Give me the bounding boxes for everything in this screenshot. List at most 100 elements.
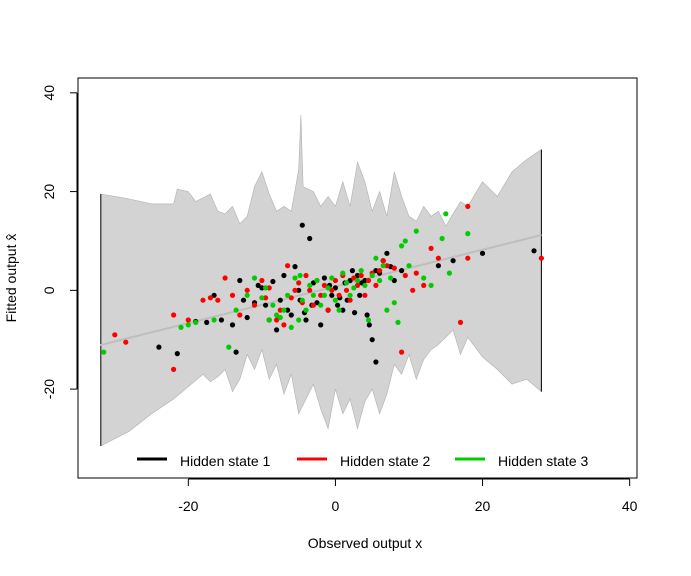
data-point-state-2 xyxy=(377,268,383,274)
data-point-state-2 xyxy=(285,263,291,269)
data-point-state-3 xyxy=(266,317,272,323)
data-point-state-2 xyxy=(391,265,397,271)
data-point-state-1 xyxy=(292,264,298,270)
data-point-state-3 xyxy=(358,268,364,274)
data-point-state-3 xyxy=(285,292,291,298)
data-point-state-1 xyxy=(531,248,537,254)
data-point-state-3 xyxy=(340,270,346,276)
data-point-state-1 xyxy=(318,322,324,328)
data-point-state-1 xyxy=(240,297,247,303)
data-point-state-1 xyxy=(299,222,305,228)
data-point-state-1 xyxy=(259,285,265,291)
data-point-state-3 xyxy=(365,317,372,323)
data-point-state-3 xyxy=(377,277,383,284)
data-point-state-3 xyxy=(178,324,184,330)
data-point-state-1 xyxy=(274,327,280,333)
data-point-state-2 xyxy=(303,272,309,279)
data-point-state-1 xyxy=(366,322,372,328)
data-point-state-3 xyxy=(297,272,303,279)
data-point-state-2 xyxy=(329,287,335,293)
data-point-state-2 xyxy=(399,349,405,355)
data-point-state-1 xyxy=(349,268,355,274)
data-point-state-3 xyxy=(402,238,408,244)
data-point-state-2 xyxy=(307,287,313,293)
data-point-state-2 xyxy=(380,258,386,264)
data-point-state-1 xyxy=(352,310,358,316)
data-point-state-2 xyxy=(259,277,265,284)
data-point-state-2 xyxy=(413,270,419,276)
data-point-state-2 xyxy=(263,295,269,301)
data-point-state-3 xyxy=(428,282,434,288)
data-point-state-2 xyxy=(465,203,471,209)
data-point-state-3 xyxy=(369,272,375,279)
data-point-state-2 xyxy=(310,302,316,308)
data-point-state-3 xyxy=(244,292,250,298)
data-point-state-2 xyxy=(325,307,331,313)
data-point-state-1 xyxy=(479,250,486,256)
data-point-state-1 xyxy=(369,337,375,343)
x-axis: -20 0 20 40 xyxy=(178,478,638,514)
data-point-state-1 xyxy=(281,272,287,279)
x-axis-label: Observed output x xyxy=(308,535,422,551)
data-point-state-2 xyxy=(171,312,177,318)
data-point-state-3 xyxy=(332,297,338,303)
data-point-state-1 xyxy=(373,268,379,274)
data-point-state-1 xyxy=(156,344,162,350)
data-point-state-3 xyxy=(281,307,287,313)
data-point-state-3 xyxy=(388,275,394,281)
data-points xyxy=(101,203,545,372)
data-point-state-2 xyxy=(384,263,390,269)
data-point-state-2 xyxy=(244,287,250,293)
data-point-state-3 xyxy=(251,275,258,281)
data-point-state-2 xyxy=(296,280,302,286)
data-point-state-3 xyxy=(288,324,294,330)
data-point-state-2 xyxy=(362,292,368,298)
data-point-state-3 xyxy=(336,307,342,313)
data-point-state-3 xyxy=(354,277,361,284)
plot-frame xyxy=(77,77,638,479)
legend-label-state-2: Hidden state 2 xyxy=(340,453,430,469)
data-point-state-1 xyxy=(307,235,313,242)
data-point-state-1 xyxy=(204,319,210,325)
data-point-state-2 xyxy=(336,292,342,298)
data-point-state-3 xyxy=(321,292,327,298)
data-point-state-1 xyxy=(391,277,397,284)
legend-label-state-1: Hidden state 1 xyxy=(180,453,270,469)
data-point-state-3 xyxy=(270,302,276,308)
data-point-state-3 xyxy=(303,307,309,313)
data-point-state-1 xyxy=(335,302,341,308)
data-point-state-2 xyxy=(351,275,357,281)
y-axis: -20 0 20 40 xyxy=(41,85,78,399)
data-point-state-1 xyxy=(285,307,291,313)
data-point-state-1 xyxy=(211,292,217,298)
data-point-state-2 xyxy=(200,297,206,303)
data-point-state-3 xyxy=(399,243,405,249)
data-point-state-2 xyxy=(321,282,327,288)
fit-line xyxy=(99,234,542,347)
data-point-state-3 xyxy=(446,270,452,276)
data-point-state-2 xyxy=(266,285,272,291)
data-point-state-2 xyxy=(538,255,545,261)
fit-line-layer xyxy=(99,234,542,347)
data-point-state-1 xyxy=(277,297,283,303)
data-point-state-2 xyxy=(435,255,441,261)
data-point-state-3 xyxy=(351,285,357,291)
data-point-state-3 xyxy=(343,280,350,286)
data-point-state-2 xyxy=(358,272,364,279)
data-point-state-2 xyxy=(171,366,177,372)
data-point-state-2 xyxy=(347,297,353,303)
data-point-state-1 xyxy=(354,272,361,279)
data-point-state-1 xyxy=(263,302,269,308)
data-point-state-2 xyxy=(222,275,228,281)
data-point-state-1 xyxy=(296,287,302,293)
data-point-state-2 xyxy=(402,272,408,279)
data-point-state-1 xyxy=(288,312,294,318)
data-point-state-2 xyxy=(185,317,191,323)
data-point-state-3 xyxy=(329,275,335,281)
data-point-state-1 xyxy=(270,278,276,285)
prediction-band xyxy=(100,114,542,447)
x-tick-label: 0 xyxy=(332,498,340,514)
data-point-state-3 xyxy=(380,263,386,269)
data-point-state-3 xyxy=(406,263,412,269)
